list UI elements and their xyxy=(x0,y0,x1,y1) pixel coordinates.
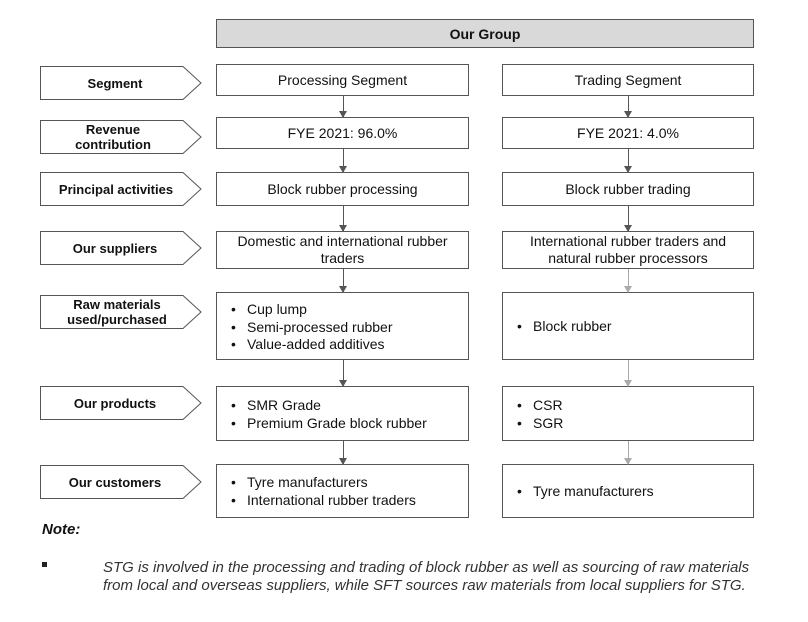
list-item: Tyre manufacturers xyxy=(513,483,753,501)
bullet-list: Tyre manufacturers xyxy=(513,483,753,501)
down-arrow xyxy=(339,269,347,293)
row-label-text: Our products xyxy=(73,395,157,411)
box-text: Block rubber processing xyxy=(267,181,418,197)
box-text: Trading Segment xyxy=(574,72,682,88)
list-item: SGR xyxy=(513,415,753,433)
down-arrow xyxy=(624,441,632,465)
down-arrow xyxy=(339,206,347,232)
down-arrow xyxy=(624,206,632,232)
row-label-text: Our customers xyxy=(68,474,162,490)
bullet-list: Block rubber xyxy=(513,318,753,336)
chevron-shape xyxy=(40,465,202,499)
list-item: Tyre manufacturers xyxy=(227,474,468,492)
row-label-text: Our suppliers xyxy=(72,240,158,256)
chevron-shape xyxy=(40,172,202,206)
box-text: FYE 2021: 4.0% xyxy=(577,125,679,141)
trading-raw-materials-box: Block rubber xyxy=(502,292,754,360)
list-item: Value-added additives xyxy=(227,336,468,354)
trading-products-box: CSR SGR xyxy=(502,386,754,441)
note-text: STG is involved in the processing and tr… xyxy=(103,559,750,594)
down-arrow xyxy=(624,269,632,293)
down-arrow xyxy=(339,360,347,387)
box-text: FYE 2021: 96.0% xyxy=(287,125,398,141)
trading-suppliers-box: International rubber traders and natural… xyxy=(502,231,754,269)
list-item: International rubber traders xyxy=(227,492,468,510)
chevron-shape xyxy=(40,231,202,265)
down-arrow xyxy=(624,96,632,118)
bullet-list: CSR SGR xyxy=(513,397,753,432)
list-item: Cup lump xyxy=(227,301,468,319)
down-arrow xyxy=(339,96,347,118)
trading-activities-box: Block rubber trading xyxy=(502,172,754,206)
box-text: International rubber traders and natural… xyxy=(529,233,727,266)
processing-raw-materials-box: Cup lump Semi-processed rubber Value-add… xyxy=(216,292,469,360)
processing-suppliers-box: Domestic and international rubber trader… xyxy=(216,231,469,269)
list-item: Semi-processed rubber xyxy=(227,319,468,337)
row-label-text: Revenue contribution xyxy=(75,122,151,152)
processing-segment-box: Processing Segment xyxy=(216,64,469,96)
bullet-list: Cup lump Semi-processed rubber Value-add… xyxy=(227,301,468,354)
down-arrow xyxy=(624,149,632,173)
processing-revenue-box: FYE 2021: 96.0% xyxy=(216,117,469,149)
list-item: SMR Grade xyxy=(227,397,468,415)
row-label-text: Segment xyxy=(87,75,143,91)
processing-activities-box: Block rubber processing xyxy=(216,172,469,206)
row-label-text: Raw materials used/purchased xyxy=(67,297,167,327)
chevron-shape xyxy=(40,386,202,420)
bullet-list: SMR Grade Premium Grade block rubber xyxy=(227,397,468,432)
bullet-list: Tyre manufacturers International rubber … xyxy=(227,474,468,509)
down-arrow xyxy=(339,149,347,173)
our-group-header: Our Group xyxy=(216,19,754,48)
trading-segment-box: Trading Segment xyxy=(502,64,754,96)
row-label-text: Principal activities xyxy=(58,181,174,197)
processing-products-box: SMR Grade Premium Grade block rubber xyxy=(216,386,469,441)
list-item: Premium Grade block rubber xyxy=(227,415,468,433)
list-item: CSR xyxy=(513,397,753,415)
processing-customers-box: Tyre manufacturers International rubber … xyxy=(216,464,469,518)
note-title: Note: xyxy=(42,521,81,538)
box-text: Block rubber trading xyxy=(565,181,691,197)
box-text: Processing Segment xyxy=(277,72,408,88)
our-group-title: Our Group xyxy=(449,25,521,42)
down-arrow xyxy=(339,441,347,465)
note-bullet-icon xyxy=(42,562,47,567)
trading-customers-box: Tyre manufacturers xyxy=(502,464,754,518)
box-text: Domestic and international rubber trader… xyxy=(237,233,448,266)
list-item: Block rubber xyxy=(513,318,753,336)
chevron-shape xyxy=(40,66,202,100)
chevron-shape xyxy=(40,120,202,154)
trading-revenue-box: FYE 2021: 4.0% xyxy=(502,117,754,149)
chevron-shape xyxy=(40,295,202,329)
down-arrow xyxy=(624,360,632,387)
